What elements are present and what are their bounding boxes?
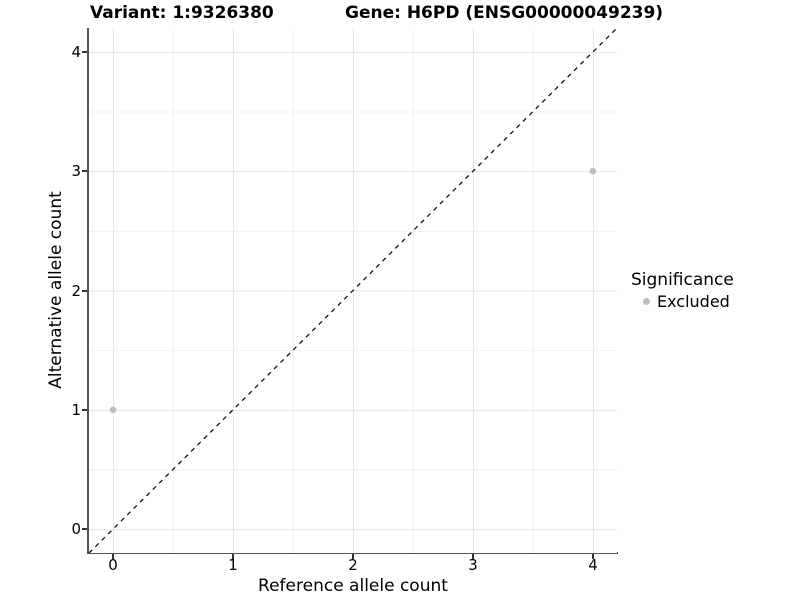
legend-entry-label: Excluded (657, 292, 730, 311)
y-tick-label: 3 (41, 161, 81, 181)
legend-entry: Excluded (631, 292, 734, 311)
y-tick-mark (82, 170, 87, 172)
y-tick-label: 1 (41, 400, 81, 420)
x-tick-label: 3 (453, 557, 493, 574)
x-tick-label: 0 (93, 557, 133, 574)
y-tick-mark (82, 409, 87, 411)
y-tick-label: 0 (41, 519, 81, 539)
x-tick-label: 1 (213, 557, 253, 574)
plot-panel (89, 28, 617, 553)
y-axis-title: Alternative allele count (46, 191, 66, 389)
plot-title-variant: Variant: 1:9326380 (90, 3, 274, 23)
legend: Significance Excluded (631, 270, 734, 311)
data-point (110, 407, 117, 414)
plot-title-gene: Gene: H6PD (ENSG00000049239) (345, 3, 663, 23)
scatter-plot-figure: Variant: 1:9326380 Gene: H6PD (ENSG00000… (0, 0, 800, 600)
x-tick-label: 4 (573, 557, 613, 574)
y-tick-mark (82, 290, 87, 292)
y-tick-mark (82, 528, 87, 530)
x-axis-title: Reference allele count (89, 576, 617, 596)
y-tick-mark (82, 51, 87, 53)
x-tick-label: 2 (333, 557, 373, 574)
y-tick-label: 4 (41, 42, 81, 62)
legend-title: Significance (631, 270, 734, 290)
data-point (590, 168, 597, 175)
plot-area-svg (89, 28, 617, 553)
legend-key-dot-icon (643, 298, 650, 305)
